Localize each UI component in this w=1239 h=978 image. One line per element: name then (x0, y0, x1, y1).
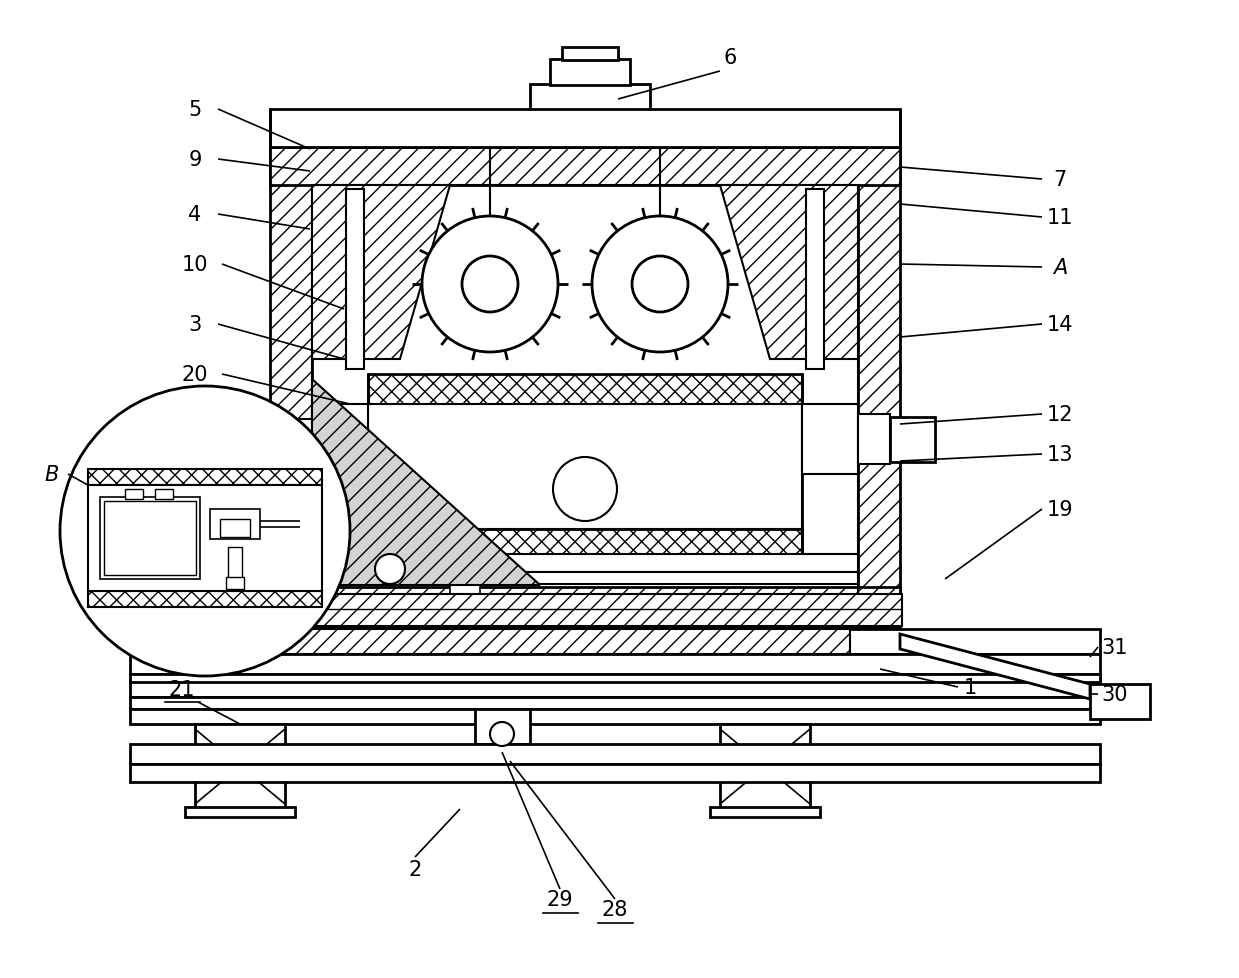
Polygon shape (312, 186, 450, 360)
Text: 4: 4 (188, 204, 202, 225)
Bar (890, 418, 935, 463)
Bar (199, 630, 850, 654)
Bar (221, 519, 250, 538)
Bar (130, 630, 1100, 654)
Bar (312, 405, 368, 474)
Bar (228, 548, 242, 579)
Text: 1: 1 (964, 678, 976, 697)
Text: 6: 6 (724, 48, 737, 67)
Polygon shape (720, 186, 857, 360)
Bar (710, 807, 820, 818)
Text: A: A (1053, 258, 1067, 278)
Text: 29: 29 (546, 889, 574, 910)
Bar (368, 375, 802, 405)
Circle shape (632, 257, 688, 313)
Text: 20: 20 (182, 365, 208, 384)
Text: 14: 14 (1047, 315, 1073, 334)
Bar (155, 490, 173, 500)
Bar (312, 555, 857, 572)
Text: 21: 21 (169, 680, 196, 699)
Text: 5: 5 (188, 100, 202, 120)
Bar (720, 725, 810, 809)
Circle shape (59, 386, 349, 677)
Bar (270, 148, 312, 627)
Text: 28: 28 (602, 899, 628, 919)
Circle shape (462, 257, 518, 313)
Bar (225, 577, 244, 590)
Bar (368, 405, 802, 529)
Bar (270, 110, 900, 148)
Bar (807, 190, 824, 370)
Bar (88, 592, 322, 607)
Text: 11: 11 (1047, 207, 1073, 228)
Bar (1090, 685, 1150, 719)
Bar (550, 60, 629, 86)
Text: 31: 31 (1101, 638, 1129, 657)
Bar (530, 85, 650, 114)
Text: 30: 30 (1101, 685, 1129, 704)
Text: 3: 3 (188, 315, 202, 334)
Text: 7: 7 (1053, 170, 1067, 190)
Bar (450, 577, 479, 598)
Bar (185, 807, 295, 818)
Bar (130, 697, 1100, 709)
Bar (195, 725, 285, 809)
Bar (270, 588, 900, 627)
Text: B: B (45, 465, 59, 484)
Bar (290, 420, 312, 460)
Bar (857, 148, 900, 627)
Polygon shape (312, 379, 540, 586)
Bar (130, 674, 1100, 683)
Bar (100, 498, 199, 579)
Text: 2: 2 (409, 859, 421, 879)
Circle shape (489, 723, 514, 746)
Bar (563, 48, 618, 61)
Bar (368, 529, 802, 559)
Bar (312, 595, 902, 626)
Text: 19: 19 (1047, 500, 1073, 519)
Circle shape (375, 555, 405, 585)
Text: 12: 12 (1047, 405, 1073, 424)
Polygon shape (900, 635, 1090, 699)
Bar (88, 485, 322, 592)
Bar (802, 405, 857, 474)
Bar (475, 709, 530, 744)
Bar (209, 510, 260, 540)
Circle shape (592, 217, 729, 353)
Circle shape (553, 458, 617, 521)
Bar (857, 415, 890, 465)
Bar (104, 502, 196, 575)
Bar (130, 744, 1100, 764)
Text: 10: 10 (182, 254, 208, 275)
Bar (130, 764, 1100, 782)
Bar (130, 654, 1100, 674)
Bar (312, 572, 857, 585)
Text: 13: 13 (1047, 445, 1073, 465)
Bar (125, 490, 142, 500)
Bar (270, 148, 900, 186)
Bar (130, 680, 1100, 697)
Bar (346, 190, 364, 370)
Text: 9: 9 (188, 150, 202, 170)
Circle shape (422, 217, 558, 353)
Bar (130, 709, 1100, 725)
Bar (88, 469, 322, 485)
